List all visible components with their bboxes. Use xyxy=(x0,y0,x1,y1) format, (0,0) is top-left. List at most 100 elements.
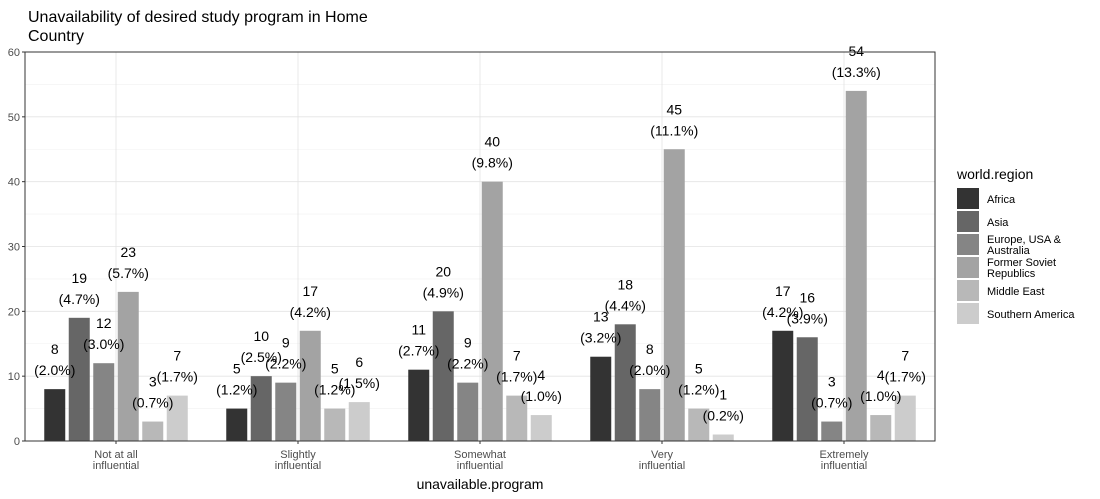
bar-percent-label: (0.7%) xyxy=(132,395,173,411)
y-tick-label: 10 xyxy=(8,371,20,383)
legend-title: world.region xyxy=(956,166,1033,182)
bar-percent-label: (4.2%) xyxy=(762,304,803,320)
bar-percent-label: (1.7%) xyxy=(157,369,198,385)
bar-percent-label: (1.7%) xyxy=(496,369,537,385)
bar-percent-label: (0.7%) xyxy=(811,395,852,411)
bar xyxy=(481,181,503,441)
bar-value-label: 23 xyxy=(120,244,136,260)
legend-item: Southern America xyxy=(957,303,1075,324)
x-tick-label: Not at all xyxy=(94,449,137,461)
x-axis-title: unavailable.program xyxy=(417,476,544,492)
chart-title-line: Country xyxy=(28,28,84,45)
bar-value-label: 1 xyxy=(719,387,727,403)
bar xyxy=(688,408,710,441)
bar xyxy=(166,395,188,441)
bar-percent-label: (1.7%) xyxy=(885,369,926,385)
bar-percent-label: (2.7%) xyxy=(398,343,439,359)
y-axis: 0 10 20 30 40 50 60 xyxy=(8,47,25,448)
x-tick-label: influential xyxy=(93,460,139,472)
legend-key xyxy=(957,211,979,232)
bar-value-label: 10 xyxy=(253,328,269,344)
bar-value-label: 7 xyxy=(173,348,181,364)
legend-key xyxy=(957,303,979,324)
y-tick-label: 60 xyxy=(8,47,20,59)
legend-item: Middle East xyxy=(957,280,1044,301)
x-tick-label: influential xyxy=(275,460,321,472)
legend-label: Africa xyxy=(987,194,1016,206)
bar xyxy=(845,90,867,442)
bar-percent-label: (13.3%) xyxy=(832,64,881,80)
bar xyxy=(894,395,916,441)
bar xyxy=(590,356,612,441)
bar-percent-label: (4.7%) xyxy=(59,291,100,307)
bar-value-label: 13 xyxy=(593,309,609,325)
bar-labels: 8(2.0%) 5(1.2%)11(2.7%)13(3.2%)17(4.2%)19… xyxy=(34,43,926,424)
x-tick-label: influential xyxy=(639,460,685,472)
x-axis: Not at allinfluentialSlightlyinfluential… xyxy=(93,441,869,472)
bar-percent-label: (2.2%) xyxy=(265,356,306,372)
legend-key xyxy=(957,188,979,209)
legend-label: Southern America xyxy=(987,309,1075,321)
bar-value-label: 3 xyxy=(828,374,836,390)
legend-label: Asia xyxy=(987,217,1009,229)
bar-percent-label: (4.9%) xyxy=(423,284,464,300)
chart-title-line: Unavailability of desired study program … xyxy=(28,9,368,26)
y-tick-label: 40 xyxy=(8,177,20,189)
bar-value-label: 40 xyxy=(484,134,500,150)
bar-value-label: 17 xyxy=(775,283,791,299)
y-tick-label: 20 xyxy=(8,306,20,318)
bar-percent-label: (1.2%) xyxy=(216,382,257,398)
x-tick-label: influential xyxy=(457,460,503,472)
x-tick-label: Somewhat xyxy=(454,449,506,461)
bar-value-label: 9 xyxy=(282,335,290,351)
bar-value-label: 7 xyxy=(901,348,909,364)
bar-value-label: 5 xyxy=(331,361,339,377)
bar-percent-label: (4.2%) xyxy=(290,304,331,320)
bar-value-label: 4 xyxy=(537,367,545,383)
bar-percent-label: (3.0%) xyxy=(83,336,124,352)
bar-percent-label: (4.4%) xyxy=(605,297,646,313)
bar-percent-label: (11.1%) xyxy=(650,122,698,138)
bar xyxy=(663,149,685,441)
bar-value-label: 6 xyxy=(355,354,363,370)
plot-border xyxy=(24,51,936,442)
bar-percent-label: (9.8%) xyxy=(472,155,513,171)
bar xyxy=(117,291,139,441)
bar xyxy=(870,415,892,441)
bar-percent-label: (5.7%) xyxy=(108,265,149,281)
bar xyxy=(712,434,734,441)
legend-key xyxy=(957,234,979,255)
bar-value-label: 8 xyxy=(646,341,654,357)
bars xyxy=(44,90,916,442)
bar xyxy=(457,382,479,441)
legend: world.region Africa Asia Europe, USA &Austr… xyxy=(956,166,1075,324)
bar-percent-label: (2.2%) xyxy=(447,356,488,372)
bar xyxy=(796,337,818,441)
bar-value-label: 5 xyxy=(233,361,241,377)
y-tick-label: 30 xyxy=(8,242,20,254)
legend-label: Former Soviet xyxy=(987,257,1056,269)
chart-title: Unavailability of desired study program … xyxy=(28,9,368,45)
bar-value-label: 5 xyxy=(695,361,703,377)
legend-item: Europe, USA &Australia xyxy=(957,234,1062,257)
y-tick-label: 50 xyxy=(8,112,20,124)
bar-value-label: 16 xyxy=(799,289,815,305)
bar-value-label: 19 xyxy=(71,270,87,286)
bar-percent-label: (2.0%) xyxy=(629,362,670,378)
x-tick-label: Slightly xyxy=(280,449,316,461)
bar xyxy=(408,369,430,441)
bar xyxy=(44,389,66,441)
bar xyxy=(506,395,528,441)
bar-value-label: 20 xyxy=(435,263,451,279)
bar-percent-label: (2.5%) xyxy=(241,349,282,365)
bar-percent-label: (1.5%) xyxy=(339,375,380,391)
bar-percent-label: (1.2%) xyxy=(678,382,719,398)
legend-label: Australia xyxy=(987,245,1031,257)
bar-percent-label: (1.0%) xyxy=(860,388,901,404)
bar xyxy=(639,389,661,441)
bar xyxy=(614,324,636,441)
bar xyxy=(432,311,454,441)
bar-percent-label: (1.2%) xyxy=(314,382,355,398)
legend-key xyxy=(957,280,979,301)
